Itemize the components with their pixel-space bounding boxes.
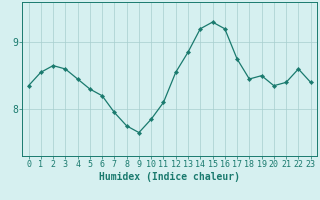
X-axis label: Humidex (Indice chaleur): Humidex (Indice chaleur) [99, 172, 240, 182]
